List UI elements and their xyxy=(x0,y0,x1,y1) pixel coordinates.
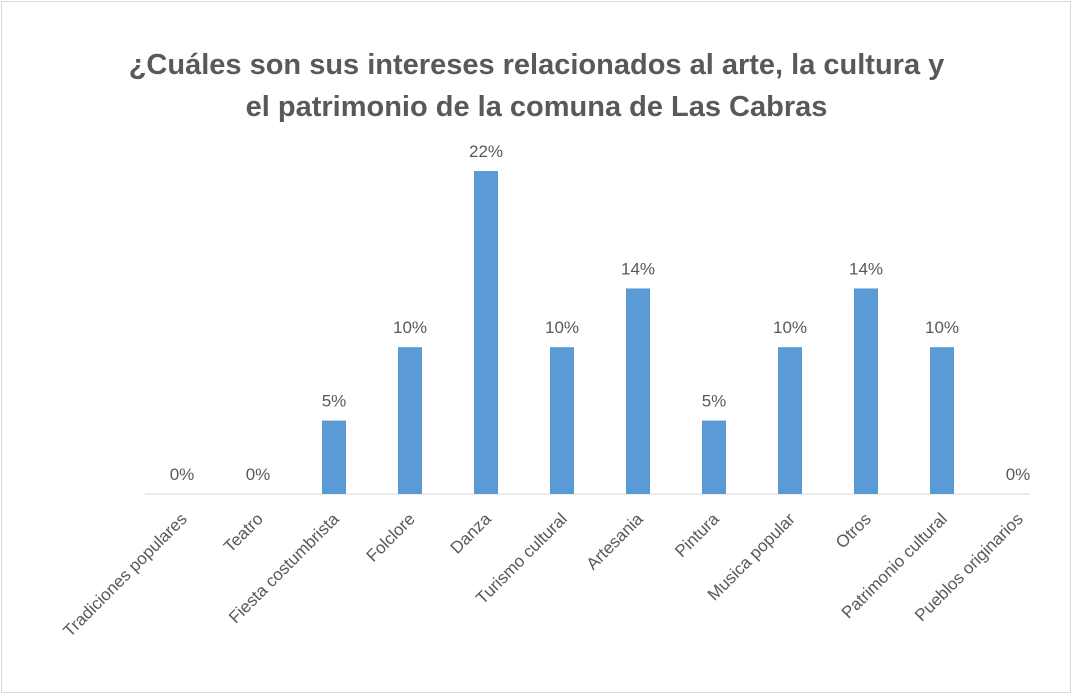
data-label: 10% xyxy=(393,318,427,337)
data-label: 5% xyxy=(702,392,727,411)
x-tick-label: Danza xyxy=(447,509,496,558)
data-label: 10% xyxy=(773,318,807,337)
x-tick-label: Pintura xyxy=(671,509,723,561)
data-label: 10% xyxy=(925,318,959,337)
data-label: 5% xyxy=(322,392,347,411)
x-tick-label: Teatro xyxy=(220,509,267,556)
bar xyxy=(778,347,802,494)
data-label: 14% xyxy=(621,259,655,278)
bar xyxy=(550,347,574,494)
chart-title: ¿Cuáles son sus intereses relacionados a… xyxy=(128,49,945,123)
data-label: 14% xyxy=(849,259,883,278)
x-tick-label: Folclore xyxy=(363,509,419,565)
bar xyxy=(474,171,498,494)
data-label: 0% xyxy=(170,465,195,484)
x-tick-label: Otros xyxy=(832,509,875,552)
data-label: 22% xyxy=(469,142,503,161)
x-tick-label: Artesania xyxy=(583,509,648,574)
bar xyxy=(322,420,346,494)
bar xyxy=(702,420,726,494)
bar xyxy=(398,347,422,494)
data-label: 10% xyxy=(545,318,579,337)
x-tick-label: Tradiciones populares xyxy=(60,509,191,640)
data-label: 0% xyxy=(1006,465,1031,484)
bar xyxy=(626,288,650,494)
data-label: 0% xyxy=(246,465,271,484)
bar xyxy=(854,288,878,494)
bar xyxy=(930,347,954,494)
